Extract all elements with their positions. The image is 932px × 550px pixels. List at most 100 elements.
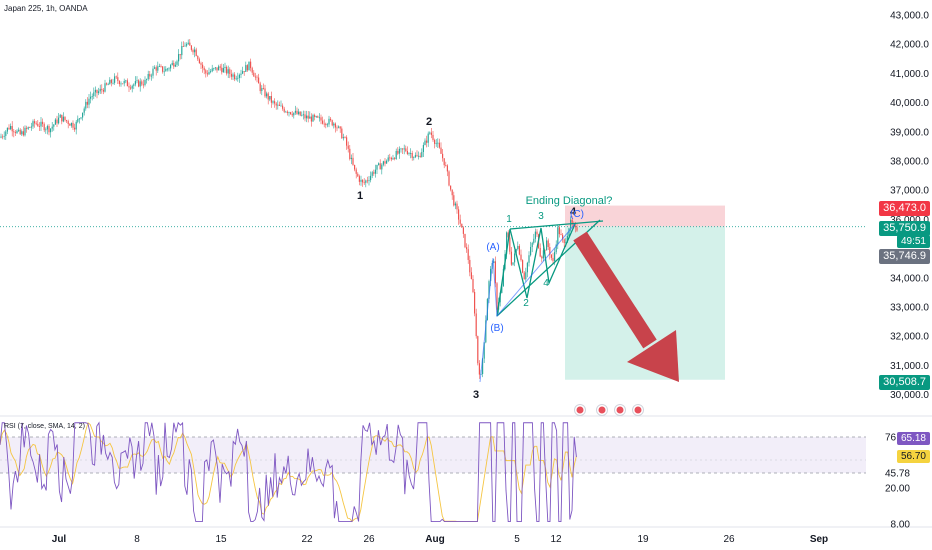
- candle-body: [173, 62, 175, 67]
- candle-body: [312, 115, 314, 122]
- candle-body: [410, 152, 412, 154]
- candle-body: [75, 121, 77, 130]
- candle-body: [0, 136, 2, 138]
- diagonal-wave-path[interactable]: [496, 223, 576, 317]
- candle-body: [117, 77, 119, 81]
- candle-body: [285, 111, 287, 113]
- candle-body: [550, 254, 552, 258]
- candle-body: [72, 122, 74, 128]
- candle-body: [314, 115, 316, 117]
- candle-body: [568, 228, 570, 236]
- candle-body: [202, 64, 204, 69]
- candle-body: [219, 66, 221, 68]
- candle-body: [506, 232, 508, 255]
- candle-body: [536, 231, 538, 235]
- candle-body: [56, 119, 58, 124]
- wave-label-c: (C): [570, 209, 584, 220]
- candle-body: [418, 155, 420, 157]
- candle-body: [384, 161, 386, 164]
- candle-body: [122, 83, 124, 85]
- stop-loss-zone[interactable]: [565, 205, 725, 227]
- candle-body: [474, 292, 476, 314]
- candle-body: [456, 203, 458, 210]
- candle-body: [296, 110, 298, 115]
- candle-body: [402, 148, 404, 150]
- candle-body: [394, 158, 396, 159]
- candle-body: [365, 180, 367, 183]
- candle-body: [29, 127, 31, 128]
- candle-body: [58, 117, 60, 124]
- candle-body: [261, 88, 263, 92]
- price-axis-label: 40,000.0: [890, 98, 929, 109]
- candle-body: [160, 66, 162, 67]
- wave-label-3: 3: [473, 389, 479, 401]
- candle-body: [253, 72, 255, 77]
- candle-body: [448, 171, 450, 186]
- candle-body: [294, 110, 296, 113]
- candle-body: [301, 114, 303, 116]
- subwave-label-2: 2: [523, 298, 529, 309]
- candle-body: [542, 250, 544, 259]
- candle-body: [163, 71, 165, 73]
- candle-body: [14, 132, 16, 134]
- candle-body: [78, 118, 80, 120]
- candle-body: [258, 77, 260, 84]
- candle-body: [94, 89, 96, 93]
- candle-body: [248, 61, 250, 71]
- time-axis-label: 8: [134, 534, 140, 545]
- previous-price-tag: 35,746.9: [879, 249, 930, 264]
- candle-body: [386, 160, 388, 164]
- candle-body: [458, 209, 460, 220]
- candle-body: [354, 164, 356, 170]
- time-axis-label: 19: [637, 534, 649, 545]
- candle-body: [37, 123, 39, 127]
- candle-body: [178, 54, 180, 62]
- candle-body: [282, 105, 284, 109]
- candle-body: [419, 155, 421, 158]
- candle-body: [317, 116, 319, 118]
- candle-body: [523, 272, 525, 280]
- candle-body: [507, 232, 509, 238]
- candle-body: [331, 120, 333, 126]
- candle-body: [211, 68, 213, 72]
- candle-body: [82, 112, 84, 118]
- candle-body: [459, 219, 461, 224]
- candle-body: [440, 147, 442, 154]
- candle-body: [464, 233, 466, 248]
- candle-body: [558, 227, 560, 235]
- candle-body: [530, 246, 532, 256]
- candle-body: [320, 117, 322, 121]
- countdown-tag: 49:51: [896, 235, 930, 248]
- candle-body: [32, 121, 34, 127]
- rsi-sma-tag: 56.70: [896, 450, 930, 463]
- candle-body: [242, 71, 244, 74]
- rsi-axis-label: 8.00: [891, 520, 911, 531]
- last-price-tag: 35,750.9: [879, 221, 930, 236]
- diagonal-upper-line[interactable]: [509, 220, 604, 230]
- candle-body: [488, 281, 490, 299]
- candle-body: [565, 242, 567, 244]
- candle-body: [432, 134, 434, 141]
- candle-body: [374, 169, 376, 174]
- candle-body: [477, 336, 479, 364]
- candle-body: [150, 75, 152, 77]
- candle-body: [197, 55, 199, 60]
- candle-body: [80, 117, 82, 119]
- candle-body: [96, 89, 98, 94]
- candle-body: [342, 137, 344, 139]
- candle-body: [30, 126, 32, 128]
- candle-body: [54, 119, 56, 125]
- wave-label-a: (A): [486, 242, 499, 253]
- rsi-title: RSI (7, close, SMA, 14, 2): [4, 423, 85, 430]
- candle-body: [494, 261, 496, 284]
- time-axis-label: 26: [363, 534, 375, 545]
- candle-body: [531, 242, 533, 247]
- price-axis-label: 33,000.0: [890, 303, 929, 314]
- candle-body: [21, 131, 23, 135]
- candle-body: [267, 93, 269, 100]
- candle-body: [110, 79, 112, 83]
- candle-body: [421, 151, 423, 158]
- candle-body: [106, 83, 108, 85]
- candle-body: [467, 249, 469, 260]
